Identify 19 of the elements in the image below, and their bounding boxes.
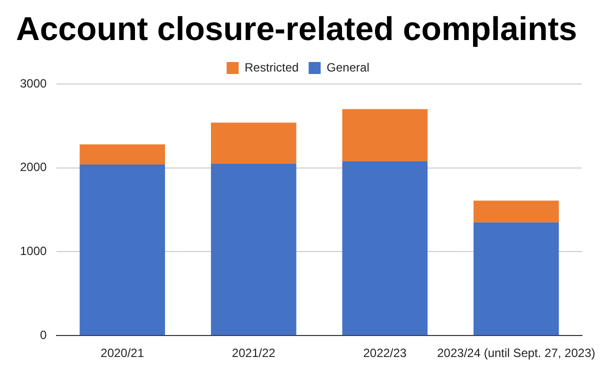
bar (210, 122, 296, 164)
y-tick-label: 1000 (20, 244, 48, 258)
bar (474, 222, 559, 336)
x-tick-label: 2021/22 (232, 346, 276, 360)
bar (474, 200, 559, 222)
x-tick-label: 2022/23 (363, 346, 407, 360)
bar (342, 161, 428, 336)
bar (80, 144, 166, 165)
y-tick-label: 0 (40, 328, 48, 342)
bar (342, 109, 428, 162)
y-tick-label: 2000 (20, 160, 48, 174)
chart-title: Account closure-related complaints (16, 10, 578, 48)
x-tick-label: 2023/24 (until Sept. 27, 2023) (437, 346, 596, 360)
legend-label: Restricted (244, 60, 299, 74)
x-tick-label: 2020/21 (100, 346, 144, 360)
legend-label: General (326, 60, 370, 74)
bar (80, 164, 166, 336)
y-tick-label: 3000 (20, 76, 48, 90)
bar (210, 164, 296, 336)
